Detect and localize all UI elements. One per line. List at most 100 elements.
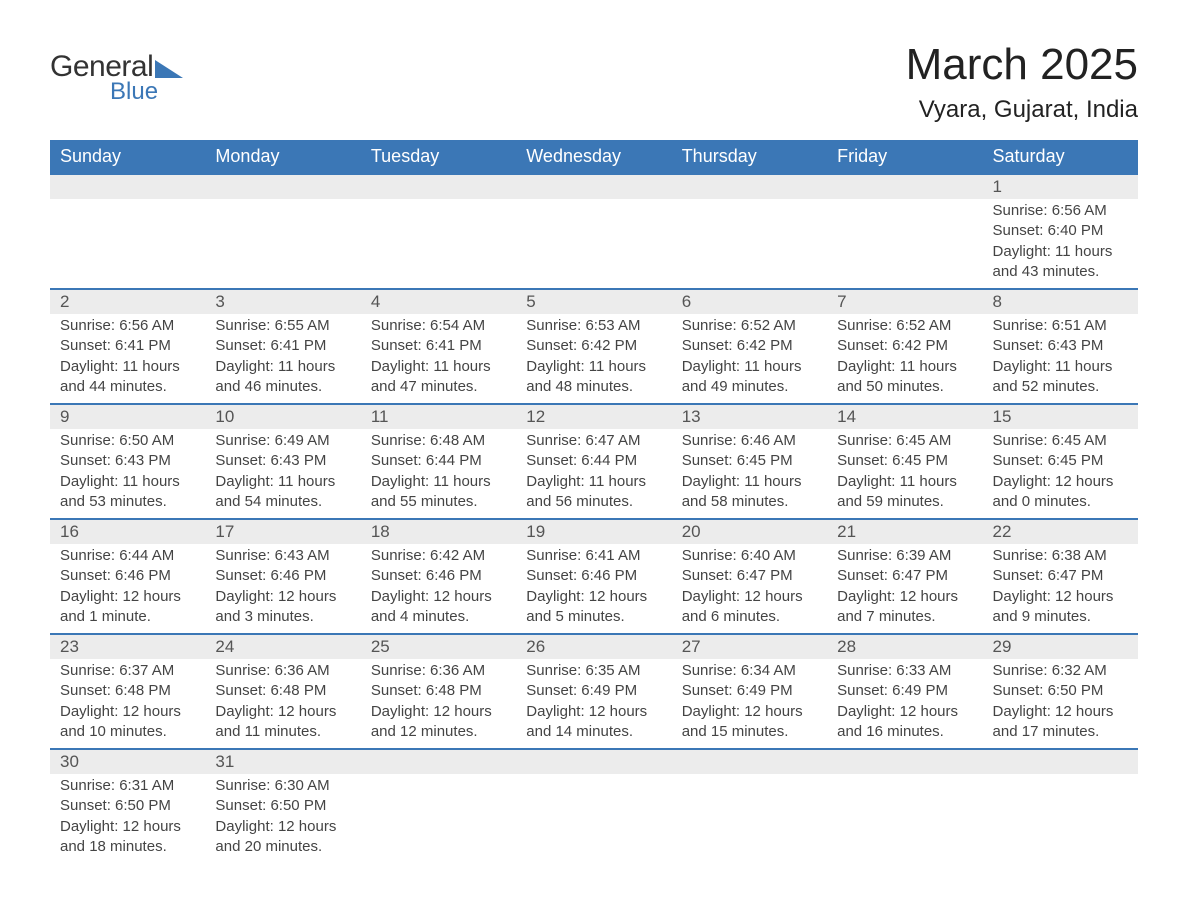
- sunset-line: Sunset: 6:49 PM: [837, 681, 972, 701]
- sunset-line: Sunset: 6:45 PM: [682, 451, 817, 471]
- sunset-line: Sunset: 6:47 PM: [682, 566, 817, 586]
- day-details: Sunrise: 6:36 AMSunset: 6:48 PMDaylight:…: [205, 659, 360, 748]
- day-number: [672, 750, 827, 774]
- daylight-line: Daylight: 11 hours and 58 minutes.: [682, 472, 817, 513]
- day-details: Sunrise: 6:52 AMSunset: 6:42 PMDaylight:…: [827, 314, 982, 403]
- sunset-line: Sunset: 6:44 PM: [526, 451, 661, 471]
- day-details: [827, 199, 982, 287]
- calendar-day-cell: 14Sunrise: 6:45 AMSunset: 6:45 PMDayligh…: [827, 404, 982, 519]
- sunrise-line: Sunrise: 6:38 AM: [993, 546, 1128, 566]
- day-details: [672, 199, 827, 287]
- day-number: 19: [516, 520, 671, 544]
- calendar-day-cell: 12Sunrise: 6:47 AMSunset: 6:44 PMDayligh…: [516, 404, 671, 519]
- sunset-line: Sunset: 6:47 PM: [837, 566, 972, 586]
- calendar-day-cell: 15Sunrise: 6:45 AMSunset: 6:45 PMDayligh…: [983, 404, 1138, 519]
- day-number: [827, 750, 982, 774]
- brand-triangle-icon: [155, 60, 183, 78]
- weekday-header: Sunday: [50, 140, 205, 174]
- daylight-line: Daylight: 12 hours and 11 minutes.: [215, 702, 350, 743]
- daylight-line: Daylight: 11 hours and 59 minutes.: [837, 472, 972, 513]
- sunrise-line: Sunrise: 6:36 AM: [371, 661, 506, 681]
- day-number: [361, 175, 516, 199]
- daylight-line: Daylight: 11 hours and 47 minutes.: [371, 357, 506, 398]
- sunset-line: Sunset: 6:48 PM: [60, 681, 195, 701]
- day-number: 28: [827, 635, 982, 659]
- calendar-table: SundayMondayTuesdayWednesdayThursdayFrid…: [50, 140, 1138, 863]
- weekday-header: Wednesday: [516, 140, 671, 174]
- calendar-day-cell: 30Sunrise: 6:31 AMSunset: 6:50 PMDayligh…: [50, 749, 205, 863]
- sunrise-line: Sunrise: 6:50 AM: [60, 431, 195, 451]
- day-details: [983, 774, 1138, 862]
- day-details: Sunrise: 6:48 AMSunset: 6:44 PMDaylight:…: [361, 429, 516, 518]
- sunrise-line: Sunrise: 6:53 AM: [526, 316, 661, 336]
- sunrise-line: Sunrise: 6:36 AM: [215, 661, 350, 681]
- day-number: 10: [205, 405, 360, 429]
- sunset-line: Sunset: 6:48 PM: [371, 681, 506, 701]
- page-header: General Blue March 2025 Vyara, Gujarat, …: [50, 40, 1138, 124]
- day-details: Sunrise: 6:43 AMSunset: 6:46 PMDaylight:…: [205, 544, 360, 633]
- sunrise-line: Sunrise: 6:37 AM: [60, 661, 195, 681]
- day-number: [983, 750, 1138, 774]
- sunset-line: Sunset: 6:46 PM: [526, 566, 661, 586]
- calendar-week-row: 30Sunrise: 6:31 AMSunset: 6:50 PMDayligh…: [50, 749, 1138, 863]
- sunset-line: Sunset: 6:46 PM: [60, 566, 195, 586]
- day-number: 16: [50, 520, 205, 544]
- sunrise-line: Sunrise: 6:56 AM: [993, 201, 1128, 221]
- day-number: 22: [983, 520, 1138, 544]
- day-number: 9: [50, 405, 205, 429]
- day-details: [672, 774, 827, 862]
- title-block: March 2025 Vyara, Gujarat, India: [906, 40, 1138, 124]
- sunset-line: Sunset: 6:42 PM: [837, 336, 972, 356]
- calendar-empty-cell: [361, 749, 516, 863]
- day-details: Sunrise: 6:44 AMSunset: 6:46 PMDaylight:…: [50, 544, 205, 633]
- daylight-line: Daylight: 12 hours and 10 minutes.: [60, 702, 195, 743]
- day-number: [672, 175, 827, 199]
- weekday-header: Thursday: [672, 140, 827, 174]
- day-number: 2: [50, 290, 205, 314]
- sunset-line: Sunset: 6:42 PM: [682, 336, 817, 356]
- day-details: Sunrise: 6:46 AMSunset: 6:45 PMDaylight:…: [672, 429, 827, 518]
- sunrise-line: Sunrise: 6:52 AM: [682, 316, 817, 336]
- day-number: 17: [205, 520, 360, 544]
- sunrise-line: Sunrise: 6:52 AM: [837, 316, 972, 336]
- day-details: Sunrise: 6:41 AMSunset: 6:46 PMDaylight:…: [516, 544, 671, 633]
- day-number: 5: [516, 290, 671, 314]
- sunrise-line: Sunrise: 6:49 AM: [215, 431, 350, 451]
- calendar-day-cell: 24Sunrise: 6:36 AMSunset: 6:48 PMDayligh…: [205, 634, 360, 749]
- calendar-week-row: 23Sunrise: 6:37 AMSunset: 6:48 PMDayligh…: [50, 634, 1138, 749]
- daylight-line: Daylight: 12 hours and 7 minutes.: [837, 587, 972, 628]
- sunset-line: Sunset: 6:49 PM: [682, 681, 817, 701]
- sunrise-line: Sunrise: 6:40 AM: [682, 546, 817, 566]
- brand-logo: General Blue: [50, 50, 183, 106]
- calendar-day-cell: 8Sunrise: 6:51 AMSunset: 6:43 PMDaylight…: [983, 289, 1138, 404]
- day-number: [50, 175, 205, 199]
- day-number: 4: [361, 290, 516, 314]
- calendar-day-cell: 9Sunrise: 6:50 AMSunset: 6:43 PMDaylight…: [50, 404, 205, 519]
- day-details: Sunrise: 6:37 AMSunset: 6:48 PMDaylight:…: [50, 659, 205, 748]
- daylight-line: Daylight: 11 hours and 44 minutes.: [60, 357, 195, 398]
- daylight-line: Daylight: 11 hours and 50 minutes.: [837, 357, 972, 398]
- calendar-empty-cell: [672, 749, 827, 863]
- calendar-day-cell: 22Sunrise: 6:38 AMSunset: 6:47 PMDayligh…: [983, 519, 1138, 634]
- sunset-line: Sunset: 6:44 PM: [371, 451, 506, 471]
- sunset-line: Sunset: 6:41 PM: [371, 336, 506, 356]
- day-details: Sunrise: 6:39 AMSunset: 6:47 PMDaylight:…: [827, 544, 982, 633]
- day-number: 8: [983, 290, 1138, 314]
- day-details: Sunrise: 6:56 AMSunset: 6:41 PMDaylight:…: [50, 314, 205, 403]
- calendar-week-row: 2Sunrise: 6:56 AMSunset: 6:41 PMDaylight…: [50, 289, 1138, 404]
- sunrise-line: Sunrise: 6:35 AM: [526, 661, 661, 681]
- calendar-empty-cell: [205, 174, 360, 289]
- day-details: Sunrise: 6:50 AMSunset: 6:43 PMDaylight:…: [50, 429, 205, 518]
- day-details: Sunrise: 6:36 AMSunset: 6:48 PMDaylight:…: [361, 659, 516, 748]
- daylight-line: Daylight: 11 hours and 53 minutes.: [60, 472, 195, 513]
- calendar-day-cell: 18Sunrise: 6:42 AMSunset: 6:46 PMDayligh…: [361, 519, 516, 634]
- day-number: 25: [361, 635, 516, 659]
- calendar-day-cell: 21Sunrise: 6:39 AMSunset: 6:47 PMDayligh…: [827, 519, 982, 634]
- sunset-line: Sunset: 6:43 PM: [993, 336, 1128, 356]
- calendar-day-cell: 11Sunrise: 6:48 AMSunset: 6:44 PMDayligh…: [361, 404, 516, 519]
- sunrise-line: Sunrise: 6:51 AM: [993, 316, 1128, 336]
- day-details: Sunrise: 6:35 AMSunset: 6:49 PMDaylight:…: [516, 659, 671, 748]
- calendar-day-cell: 25Sunrise: 6:36 AMSunset: 6:48 PMDayligh…: [361, 634, 516, 749]
- calendar-empty-cell: [50, 174, 205, 289]
- sunset-line: Sunset: 6:42 PM: [526, 336, 661, 356]
